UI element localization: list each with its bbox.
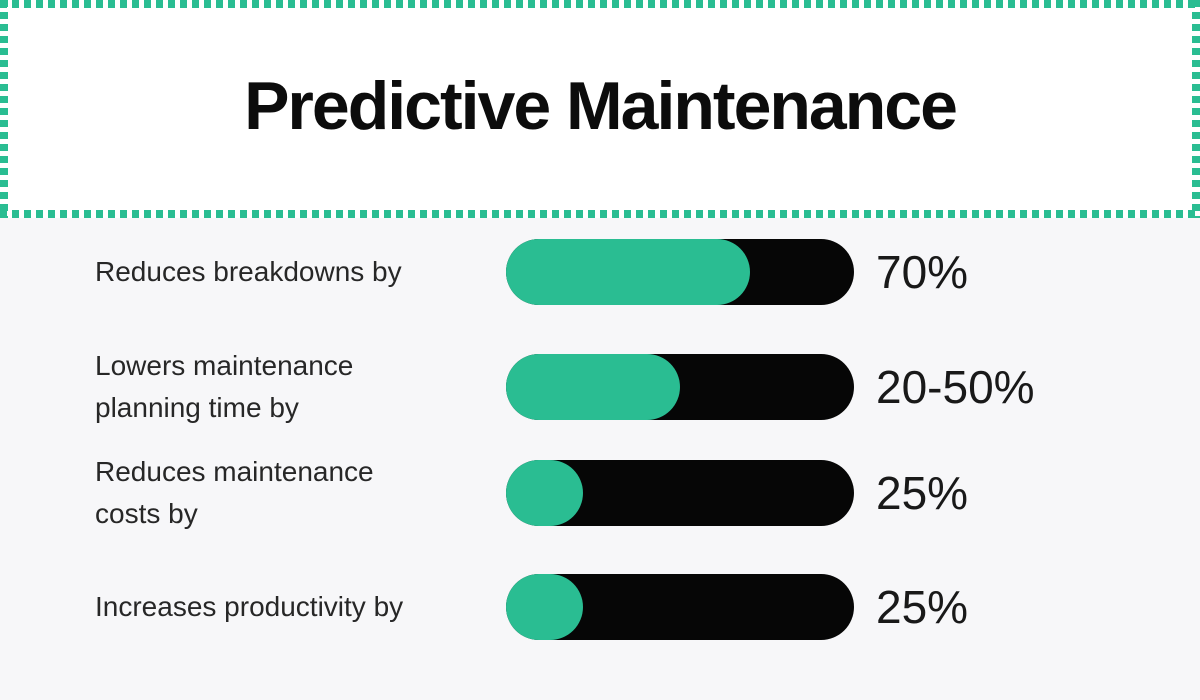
bar-track <box>506 239 854 305</box>
bar-track <box>506 460 854 526</box>
chart-row: Increases productivity by 25% <box>0 574 1200 640</box>
bar-fill <box>506 460 583 526</box>
chart-row: Reduces maintenance costs by 25% <box>0 456 1200 529</box>
row-value: 25% <box>876 467 969 519</box>
bar-fill <box>506 574 583 640</box>
dotted-border-left <box>0 0 8 218</box>
page-title: Predictive Maintenance <box>244 68 958 144</box>
bar-track <box>506 354 854 420</box>
row-value: 25% <box>876 581 969 633</box>
chart-row: Lowers maintenance planning time by 20-5… <box>0 350 1200 423</box>
bar-fill <box>506 354 680 420</box>
row-label: Lowers maintenance planning time by <box>95 350 354 423</box>
chart-row: Reduces breakdowns by 70% <box>0 239 1200 305</box>
bar-fill <box>506 239 750 305</box>
row-label: Reduces breakdowns by <box>95 256 402 287</box>
row-label: Increases productivity by <box>95 591 404 622</box>
header-banner: Predictive Maintenance <box>0 0 1200 218</box>
row-value: 20-50% <box>876 361 1035 413</box>
dotted-border-bottom <box>0 210 1200 218</box>
dotted-border-right <box>1192 0 1200 218</box>
dotted-border-top <box>0 0 1200 8</box>
row-label: Reduces maintenance costs by <box>95 456 374 529</box>
row-value: 70% <box>876 246 969 298</box>
bar-track <box>506 574 854 640</box>
